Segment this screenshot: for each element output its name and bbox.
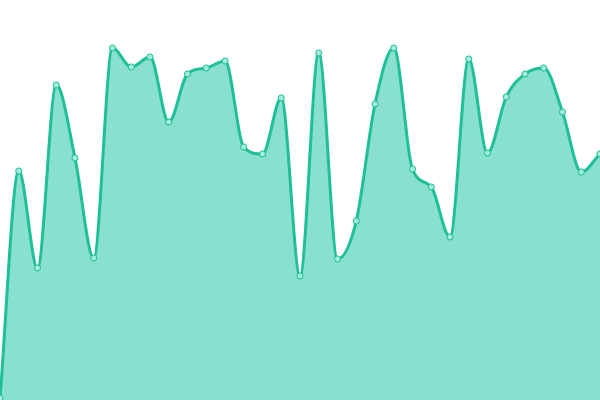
- data-point-8: [146, 53, 154, 61]
- data-point-4: [71, 154, 79, 162]
- data-point-2: [34, 264, 41, 272]
- data-point-10: [184, 70, 191, 78]
- data-point-18: [334, 255, 341, 263]
- data-point-3: [52, 81, 60, 89]
- data-point-24: [446, 233, 454, 241]
- series-line: [0, 46, 600, 399]
- data-point-5: [90, 254, 98, 262]
- data-point-29: [540, 64, 548, 72]
- data-point-32: [596, 150, 600, 158]
- data-point-9: [165, 118, 173, 126]
- data-point-13: [240, 143, 248, 151]
- data-point-25: [465, 55, 473, 63]
- data-point-22: [409, 165, 416, 173]
- data-point-19: [352, 217, 360, 225]
- data-point-1: [15, 167, 23, 175]
- data-point-6: [109, 44, 116, 52]
- data-point-23: [427, 183, 435, 191]
- data-point-15: [277, 94, 285, 102]
- data-point-28: [521, 70, 529, 78]
- data-point-30: [559, 108, 566, 116]
- data-point-14: [259, 150, 266, 158]
- data-point-27: [502, 93, 510, 101]
- data-point-11: [202, 64, 210, 72]
- data-point-17: [315, 49, 323, 57]
- data-point-26: [484, 149, 491, 157]
- data-point-20: [371, 100, 379, 108]
- data-point-16: [296, 272, 304, 280]
- data-point-12: [221, 57, 229, 65]
- data-point-31: [577, 168, 585, 176]
- data-point-21: [390, 44, 398, 52]
- data-point-7: [127, 63, 135, 71]
- area-fill: [0, 48, 600, 400]
- data-markers: [0, 44, 600, 400]
- data-point-0: [0, 394, 4, 400]
